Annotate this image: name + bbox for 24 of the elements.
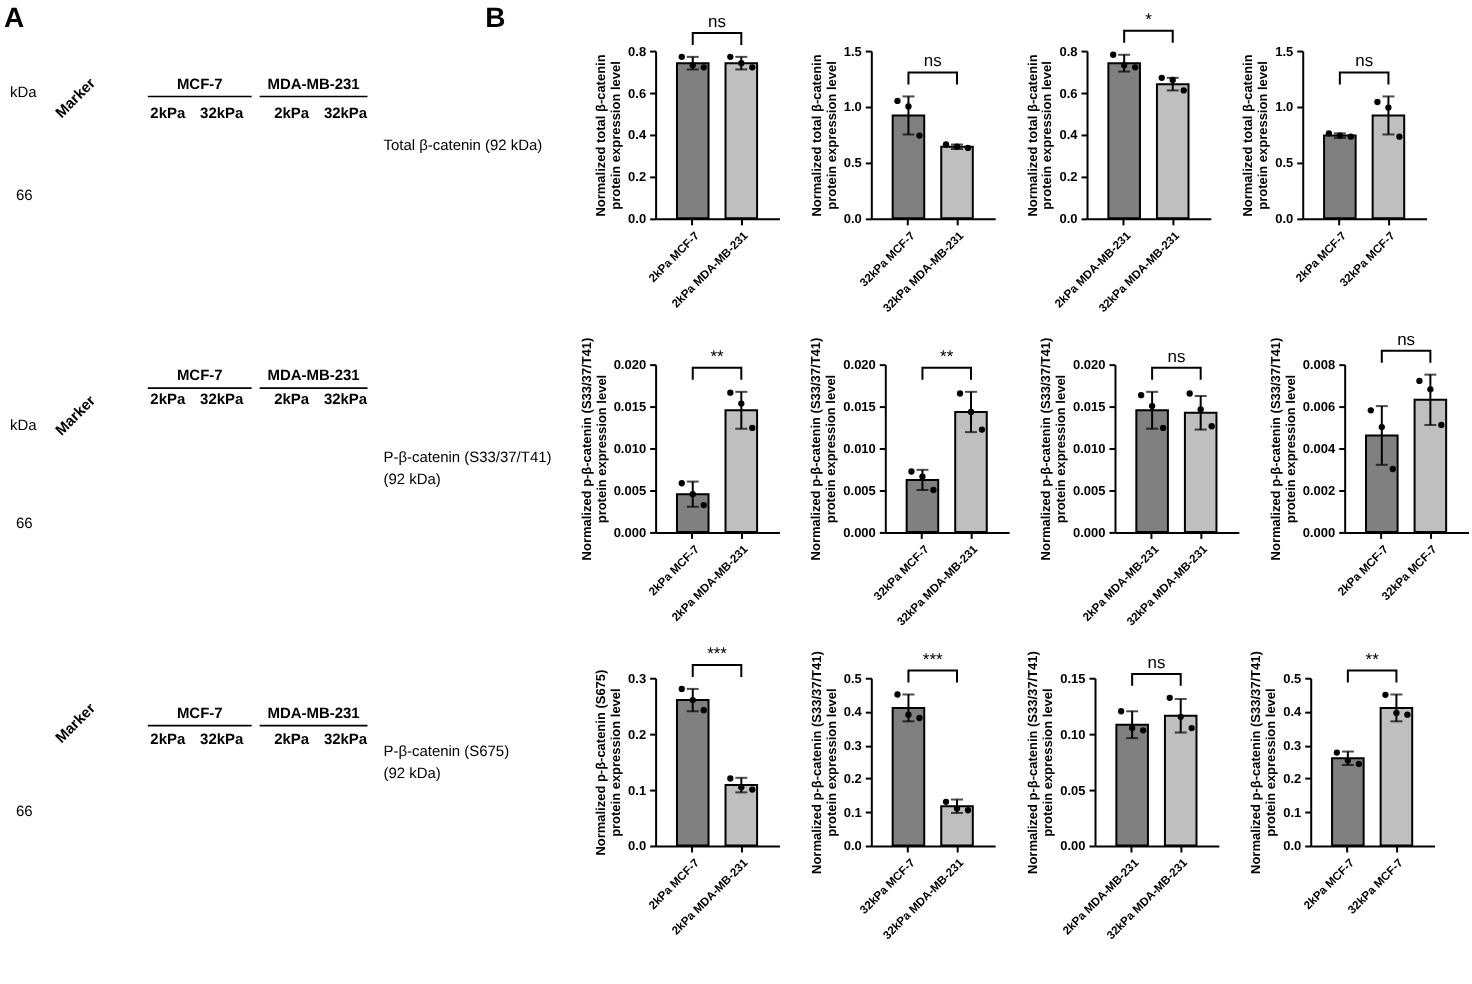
point [894,97,901,105]
text: ** [1365,648,1381,669]
point [964,144,972,152]
point [953,805,961,812]
text: ns [1147,651,1166,672]
annotation: ** [940,345,955,366]
text: ns [708,10,726,31]
text: *** [707,642,729,663]
text: B [485,0,506,33]
annotation: ns [1355,50,1374,71]
point [905,103,912,110]
text: *** [922,648,945,669]
annotation: ** [710,345,726,366]
point [919,473,926,480]
point [964,807,972,814]
text: A [3,0,25,33]
point [908,468,915,475]
annotation: ns [1167,345,1186,366]
text: * [1145,8,1154,29]
point [905,711,912,718]
point [978,426,986,433]
text: ns [1397,328,1416,349]
annotation: ns [923,50,942,71]
point [894,691,901,698]
